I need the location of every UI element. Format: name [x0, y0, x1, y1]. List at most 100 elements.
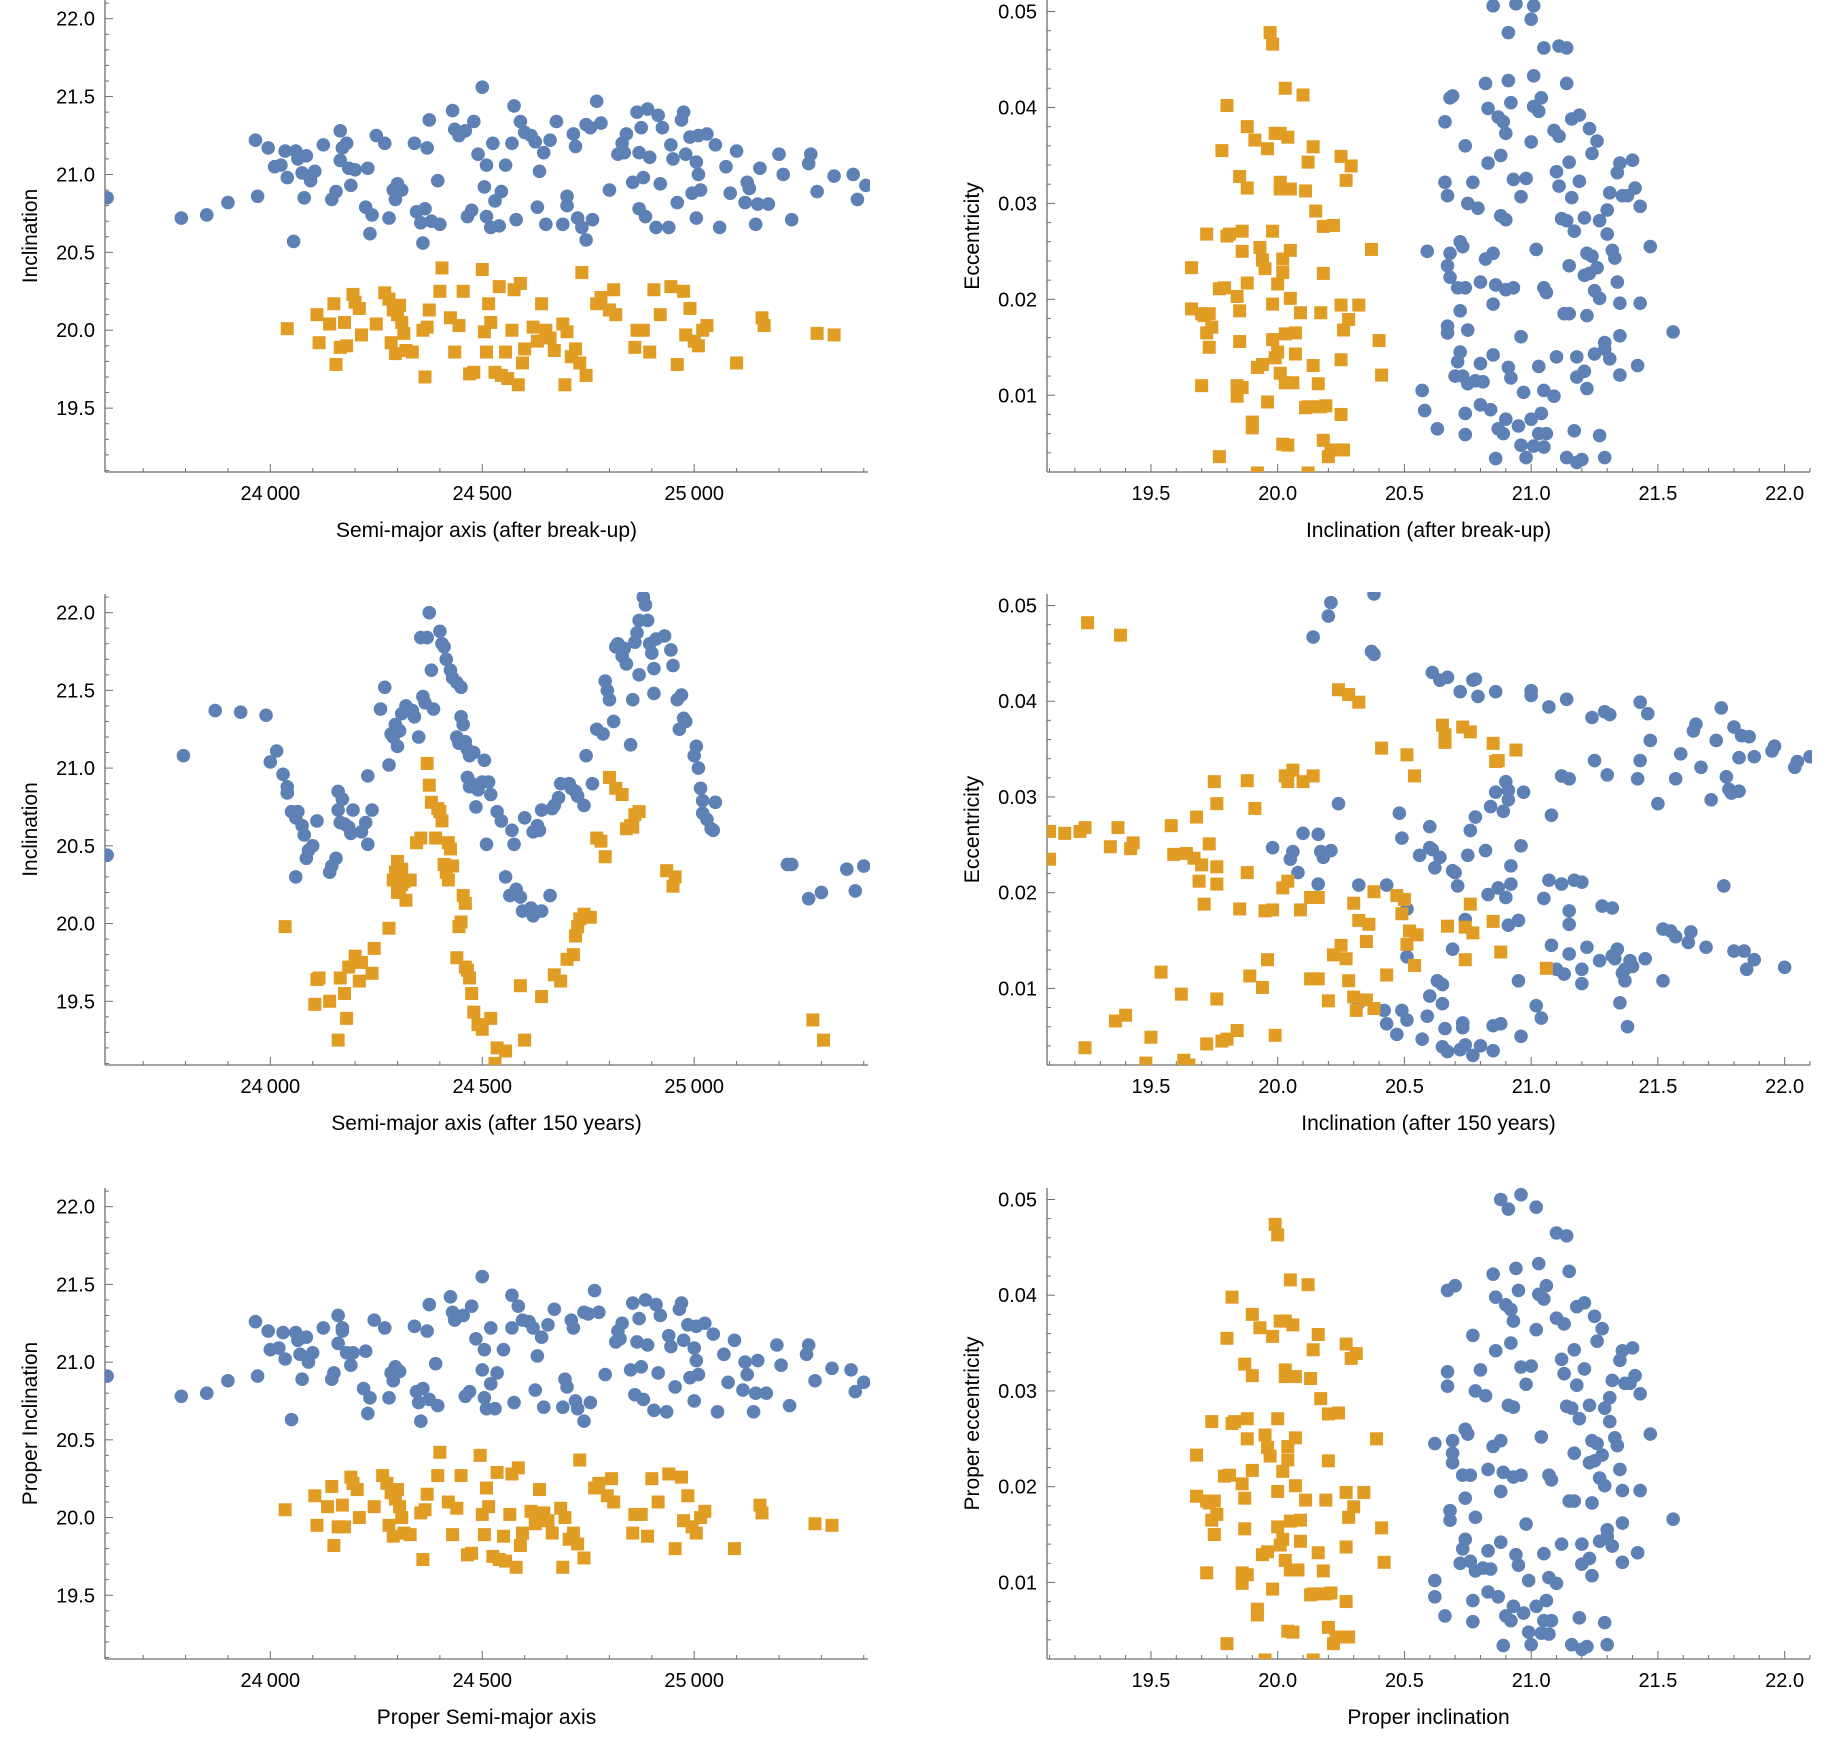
- series-group-1: [1415, 0, 1680, 470]
- data-point-square: [1337, 443, 1351, 457]
- data-point-circle: [1488, 684, 1503, 699]
- data-point-circle: [1458, 1038, 1473, 1052]
- data-point-circle: [479, 158, 494, 172]
- data-point-circle: [278, 1352, 292, 1366]
- data-point-square: [490, 1465, 504, 1479]
- data-point-square: [1337, 323, 1351, 337]
- data-point-circle: [271, 1341, 286, 1355]
- data-point-circle: [602, 692, 617, 707]
- x-axis-label: Inclination (after 150 years): [1301, 1112, 1555, 1135]
- chart-panel-a-vs-i-breakup: 24 000 24 500 25 000 19.5 20.0 20.5 21.0 21.5 22…: [19, 0, 870, 542]
- data-point-square: [664, 280, 678, 294]
- data-point-circle: [1486, 0, 1500, 13]
- data-point-circle: [1514, 438, 1528, 452]
- y-tick-label: 21.5: [56, 87, 95, 109]
- y-tick-label: 19.5: [56, 1585, 95, 1607]
- data-point-circle: [1534, 1430, 1549, 1444]
- series-group-2: [1190, 1217, 1391, 1659]
- data-point-circle: [577, 1414, 591, 1428]
- data-point-circle: [1481, 1462, 1495, 1477]
- data-point-circle: [1400, 1013, 1414, 1027]
- data-point-circle: [1552, 179, 1566, 193]
- data-point-circle: [208, 703, 223, 718]
- data-point-circle: [361, 161, 375, 176]
- data-point-circle: [1488, 785, 1503, 799]
- data-point-square: [446, 1528, 460, 1542]
- data-point-circle: [1610, 275, 1625, 289]
- data-point-square: [1319, 399, 1333, 413]
- data-point-square: [1309, 204, 1323, 218]
- data-point-circle: [1529, 242, 1544, 257]
- data-point-circle: [471, 147, 485, 162]
- data-point-circle: [1615, 1483, 1630, 1498]
- data-point-square: [1235, 1477, 1249, 1491]
- data-point-circle: [464, 1299, 479, 1313]
- data-point-circle: [1544, 808, 1559, 822]
- data-point-circle: [770, 1338, 784, 1352]
- data-point-circle: [1483, 402, 1498, 417]
- data-point-circle: [1529, 1200, 1544, 1214]
- data-point-circle: [712, 220, 727, 235]
- data-point-square: [609, 308, 623, 322]
- data-point-circle: [428, 1356, 443, 1371]
- data-point-square: [1377, 1555, 1391, 1569]
- data-point-circle: [469, 1331, 483, 1346]
- data-point-square: [1466, 926, 1480, 940]
- data-point-square: [626, 1526, 640, 1540]
- series-group-1: [105, 1269, 870, 1428]
- data-point-square: [1266, 37, 1280, 51]
- data-point-circle: [1501, 783, 1516, 798]
- data-point-square: [1296, 775, 1310, 789]
- y-tick-label: 0.05: [998, 1189, 1037, 1211]
- data-point-circle: [579, 233, 593, 247]
- data-point-circle: [1415, 1032, 1429, 1046]
- data-point-square: [1210, 860, 1224, 874]
- data-point-square: [1316, 266, 1330, 280]
- data-point-circle: [1493, 1484, 1508, 1499]
- data-point-circle: [505, 823, 519, 838]
- data-point-circle: [331, 1336, 345, 1351]
- data-point-square: [482, 1500, 496, 1514]
- data-point-circle: [365, 208, 379, 222]
- data-point-circle: [1608, 251, 1622, 265]
- data-point-square: [382, 292, 396, 306]
- data-point-circle: [1577, 364, 1592, 379]
- data-point-circle: [475, 1269, 490, 1284]
- data-point-circle: [1478, 1388, 1493, 1403]
- data-point-square: [674, 1470, 688, 1484]
- data-point-circle: [661, 1328, 676, 1343]
- data-point-circle: [430, 173, 445, 188]
- data-point-square: [700, 319, 714, 333]
- data-point-circle: [1529, 998, 1544, 1013]
- data-point-circle: [174, 211, 189, 225]
- data-point-circle: [1377, 1003, 1391, 1018]
- data-point-circle: [1742, 729, 1756, 744]
- data-point-square: [530, 334, 544, 348]
- data-point-circle: [1633, 296, 1647, 310]
- data-point-circle: [259, 708, 273, 723]
- data-point-circle: [642, 150, 657, 165]
- data-point-circle: [539, 217, 553, 232]
- data-point-circle: [1592, 213, 1607, 228]
- data-point-circle: [1466, 1593, 1480, 1608]
- data-point-square: [1238, 1522, 1252, 1536]
- y-tick-label: 0.01: [998, 1572, 1037, 1594]
- data-point-circle: [710, 1405, 725, 1419]
- data-point-circle: [856, 859, 870, 873]
- data-point-circle: [530, 200, 545, 214]
- data-point-circle: [1651, 796, 1665, 811]
- data-point-square: [628, 340, 642, 354]
- data-point-circle: [1590, 1334, 1604, 1348]
- data-point-circle: [276, 767, 290, 782]
- data-point-square: [594, 291, 608, 305]
- data-point-circle: [1445, 1446, 1460, 1460]
- data-point-circle: [1633, 199, 1647, 214]
- data-point-circle: [1468, 1384, 1483, 1398]
- data-point-square: [558, 1511, 572, 1525]
- data-point-square: [636, 323, 650, 337]
- data-point-square: [592, 1476, 606, 1490]
- data-point-circle: [1440, 188, 1455, 203]
- data-point-square: [1268, 1028, 1282, 1042]
- data-point-circle: [269, 744, 284, 758]
- x-axis-label: Semi-major axis (after 150 years): [331, 1112, 641, 1135]
